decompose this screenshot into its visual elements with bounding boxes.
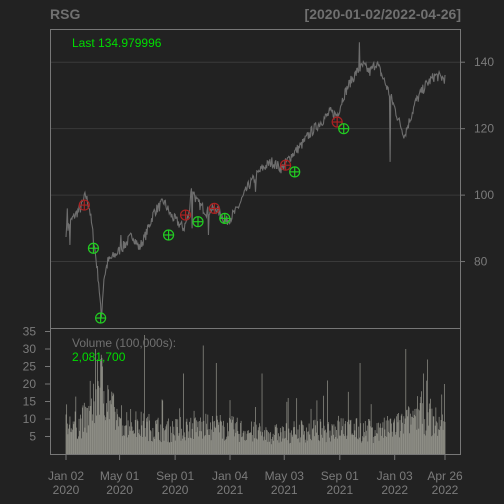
- x-tick-label: Apr 26: [427, 469, 463, 483]
- volume-bars: [65, 335, 446, 454]
- volume-tick-label: 5: [29, 430, 36, 444]
- price-series-line: [65, 42, 446, 318]
- sell-signal-marker: [78, 199, 90, 211]
- x-tick-year: 2021: [271, 483, 298, 497]
- sell-signal-marker: [331, 116, 343, 128]
- price-grid: [51, 61, 460, 263]
- volume-axis-ticks: 5 10 15 20 25 30 35: [23, 325, 50, 444]
- chart-symbol-title: RSG: [50, 6, 80, 22]
- buy-signal-marker: [338, 123, 350, 135]
- price-tick-label: 80: [474, 255, 488, 269]
- x-tick-label: Sep 01: [321, 469, 359, 483]
- x-tick-year: 2020: [106, 483, 133, 497]
- price-tick-label: 120: [474, 122, 494, 136]
- volume-tick-label: 25: [23, 360, 37, 374]
- volume-label: Volume (100,000s):: [72, 336, 176, 350]
- price-panel-frame: [50, 29, 461, 329]
- x-tick-year: 2021: [326, 483, 353, 497]
- buy-signal-marker: [162, 229, 175, 241]
- volume-tick-label: 20: [23, 377, 37, 391]
- x-tick-year: 2021: [217, 483, 244, 497]
- price-tick-label: 100: [474, 188, 494, 202]
- volume-panel-frame: [50, 328, 461, 455]
- chart-date-range: [2020-01-02/2022-04-26]: [305, 6, 461, 22]
- x-tick-year: 2022: [381, 483, 408, 497]
- price-tick-label: 140: [474, 55, 494, 69]
- x-tick-label: May 03: [265, 469, 305, 483]
- x-tick-label: Sep 01: [156, 469, 194, 483]
- buy-signal-marker: [289, 166, 301, 178]
- volume-tick-label: 10: [23, 412, 37, 426]
- x-tick-year: 2020: [162, 483, 189, 497]
- volume-tick-label: 35: [23, 325, 37, 339]
- x-tick-label: Jan 04: [212, 469, 248, 483]
- sell-signal-marker: [279, 159, 292, 171]
- trade-signals: [78, 116, 350, 324]
- buy-signal-marker: [192, 216, 204, 228]
- x-tick-year: 2022: [432, 483, 459, 497]
- x-tick-label: Jan 02: [48, 469, 84, 483]
- price-axis-ticks: 80 100 120 140: [460, 55, 494, 269]
- buy-signal-marker: [219, 212, 231, 224]
- volume-tick-label: 30: [23, 342, 37, 356]
- x-tick-year: 2020: [53, 483, 80, 497]
- volume-tick-label: 15: [23, 395, 37, 409]
- volume-value: 2,081,700: [72, 350, 126, 364]
- last-price-label: Last 134.979996: [72, 36, 162, 50]
- sell-signal-marker: [179, 209, 192, 221]
- chart-frames: [50, 29, 461, 455]
- x-tick-label: May 01: [100, 469, 140, 483]
- sell-signal-marker: [208, 202, 220, 214]
- x-tick-label: Jan 03: [377, 469, 413, 483]
- buy-signal-marker: [95, 312, 107, 324]
- buy-signal-marker: [87, 242, 100, 254]
